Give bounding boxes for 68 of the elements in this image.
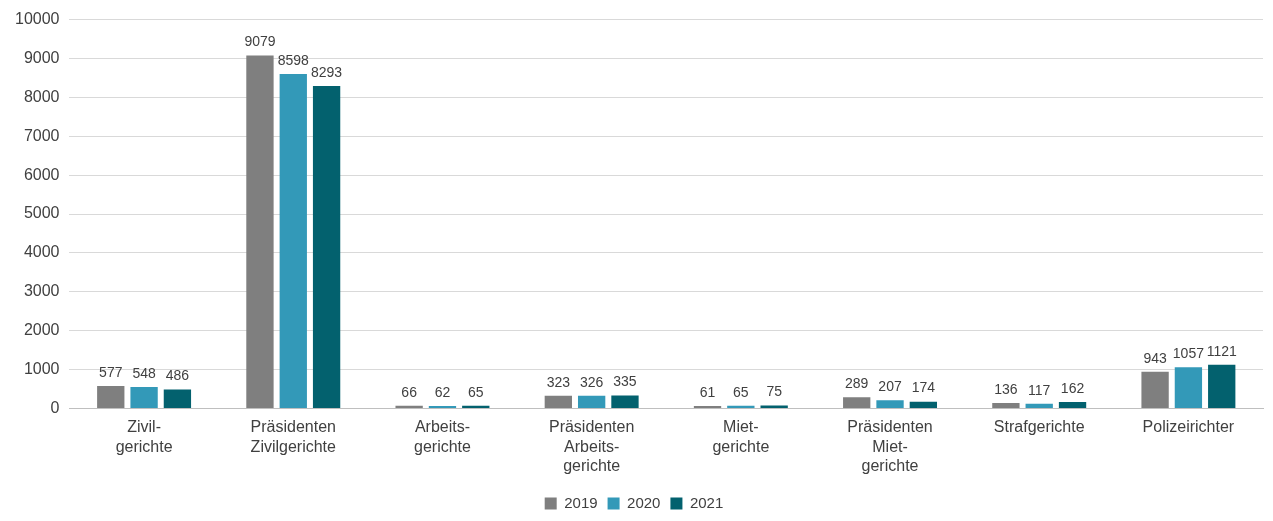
- x-tick-label: Polizeirichter: [1142, 418, 1235, 436]
- bar: [312, 85, 341, 408]
- bar: [1025, 403, 1053, 408]
- data-label: 174: [911, 379, 936, 396]
- data-label: 207: [878, 378, 902, 395]
- bar: [1174, 367, 1203, 408]
- bar: [279, 74, 307, 408]
- data-label: 62: [434, 383, 451, 400]
- data-label: 75: [766, 383, 783, 400]
- data-label: 162: [1060, 379, 1085, 396]
- data-label: 136: [994, 380, 1018, 397]
- data-label: 326: [579, 373, 604, 390]
- data-label: 577: [99, 363, 123, 380]
- y-tick-label: 0: [50, 398, 60, 416]
- bar: [462, 405, 490, 408]
- data-label: 335: [613, 373, 637, 390]
- bar: [246, 55, 274, 408]
- bar: [992, 403, 1020, 408]
- y-tick-label: 2000: [23, 321, 60, 339]
- x-tick-label: Präsidenten Arbeits- gerichte: [548, 418, 635, 474]
- data-label: 65: [467, 383, 484, 400]
- bar: [843, 397, 871, 408]
- x-tick-label: Zivil- gerichte: [115, 418, 173, 455]
- x-tick-label: Präsidenten Miet- gerichte: [847, 418, 933, 474]
- bar: [577, 395, 606, 408]
- bar: [1058, 402, 1087, 408]
- x-tick-label: Miet- gerichte: [712, 418, 770, 455]
- data-label: 323: [546, 373, 571, 390]
- bar: [876, 400, 904, 408]
- data-label: 8293: [311, 63, 343, 80]
- y-tick-label: 9000: [23, 48, 60, 66]
- bar: [395, 405, 423, 408]
- y-tick-label: 4000: [23, 243, 60, 261]
- y-tick-label: 7000: [23, 126, 60, 144]
- data-label: 486: [165, 367, 190, 384]
- data-label: 1121: [1206, 342, 1237, 359]
- bar: [1208, 364, 1236, 408]
- data-label: 943: [1143, 349, 1167, 366]
- bar: [544, 395, 572, 408]
- data-label: 1057: [1172, 345, 1205, 362]
- bar: [1141, 371, 1169, 408]
- bar: [163, 389, 192, 408]
- data-label: 9079: [244, 33, 276, 50]
- data-label: 8598: [277, 51, 310, 68]
- bar: [909, 401, 938, 408]
- y-tick-label: 3000: [23, 282, 60, 300]
- bar: [760, 405, 788, 408]
- bar: [97, 385, 125, 408]
- legend-label: 2019: [564, 493, 598, 511]
- data-label: 66: [401, 383, 418, 400]
- y-tick-label: 8000: [23, 87, 60, 105]
- y-tick-label: 1000: [23, 359, 60, 377]
- data-label: 548: [132, 364, 156, 381]
- data-label: 61: [699, 383, 716, 400]
- legend-label: 2020: [627, 493, 661, 511]
- bar: [130, 387, 158, 408]
- y-tick-label: 10000: [14, 10, 60, 28]
- legend-label: 2021: [689, 493, 724, 511]
- data-label: 117: [1028, 381, 1051, 398]
- bar: [727, 405, 755, 408]
- y-tick-label: 6000: [23, 165, 60, 183]
- data-label: 289: [845, 375, 869, 392]
- x-tick-label: Präsidenten Zivilgerichte: [250, 418, 337, 455]
- bar: [611, 395, 639, 408]
- data-label: 65: [733, 383, 749, 400]
- x-tick-label: Strafgerichte: [993, 418, 1085, 436]
- x-tick-label: Arbeits- gerichte: [414, 418, 472, 455]
- y-tick-label: 5000: [23, 204, 60, 222]
